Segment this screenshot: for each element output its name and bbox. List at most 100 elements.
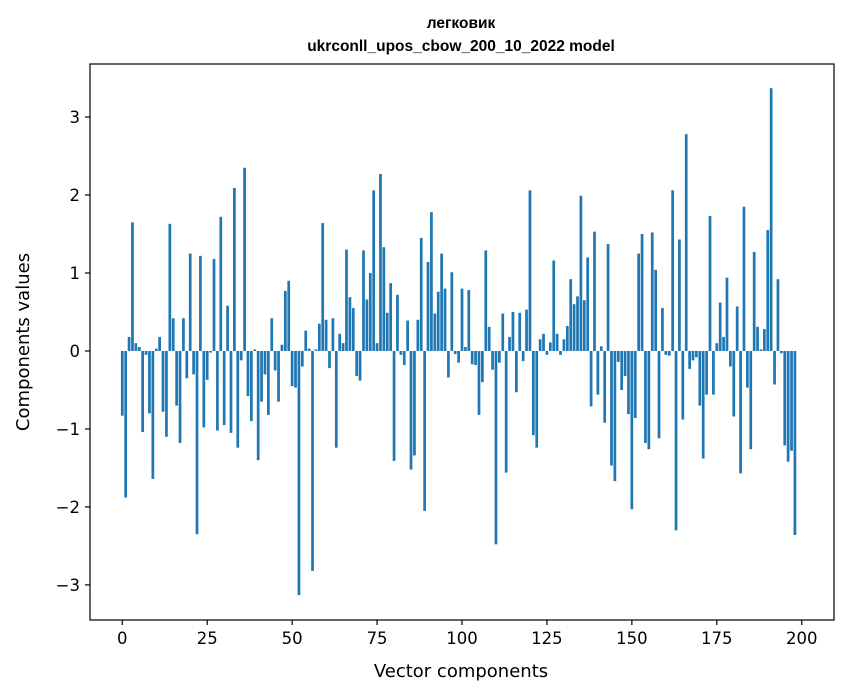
bar-component-54	[304, 330, 308, 351]
bar-component-196	[786, 350, 790, 462]
bar-component-177	[722, 336, 725, 351]
bar-component-87	[416, 319, 420, 351]
bar-component-21	[192, 350, 195, 375]
bar-component-190	[766, 230, 770, 351]
bar-component-111	[498, 350, 501, 363]
y-tick-label: −3	[56, 576, 80, 595]
bar-component-52	[297, 350, 301, 596]
bar-component-103	[470, 350, 474, 365]
bar-component-98	[453, 350, 457, 355]
bar-component-13	[165, 350, 168, 437]
bar-component-149	[627, 350, 630, 415]
bar-component-18	[182, 318, 185, 351]
bar-component-102	[467, 290, 471, 351]
bar-component-130	[562, 339, 566, 351]
bar-component-131	[565, 326, 569, 351]
bar-component-192	[773, 350, 776, 385]
bar-component-11	[158, 336, 161, 351]
bar-component-93	[436, 291, 440, 351]
bar-component-44	[270, 318, 274, 351]
x-tick-label: 50	[282, 629, 303, 648]
bar-component-166	[684, 134, 688, 351]
bar-component-164	[678, 239, 681, 351]
bar-component-110	[494, 350, 498, 545]
bar-component-34	[236, 350, 240, 448]
bar-component-27	[212, 258, 216, 351]
bar-component-28	[216, 350, 219, 431]
bar-component-96	[447, 350, 450, 378]
bar-component-85	[409, 350, 413, 470]
bar-series	[120, 88, 797, 596]
bar-component-144	[610, 350, 613, 466]
bar-component-7	[144, 350, 148, 355]
bar-component-129	[559, 350, 562, 355]
bar-component-191	[769, 88, 773, 351]
bar-component-161	[667, 350, 671, 356]
chart-title-line-2: ukrconll_upos_cbow_200_10_2022 model	[307, 38, 615, 55]
bar-component-118	[521, 350, 525, 362]
bar-component-127	[552, 260, 556, 351]
bar-component-135	[579, 195, 583, 351]
bar-component-66	[345, 249, 348, 351]
bar-component-16	[175, 350, 178, 406]
bar-component-69	[355, 350, 359, 376]
bar-component-142	[603, 350, 607, 423]
bar-component-86	[413, 350, 416, 456]
bar-component-151	[633, 350, 637, 419]
bar-component-46	[277, 350, 280, 402]
bar-component-24	[202, 350, 206, 428]
bar-component-63	[334, 350, 338, 448]
bar-component-140	[596, 350, 600, 395]
x-tick-label: 0	[117, 629, 128, 648]
bar-component-150	[630, 350, 634, 510]
bar-component-72	[365, 299, 369, 351]
bar-component-153	[640, 234, 644, 351]
bar-component-49	[287, 280, 291, 351]
bar-component-168	[691, 350, 695, 361]
bar-component-158	[657, 350, 661, 439]
bar-component-107	[484, 250, 488, 351]
bar-component-80	[392, 350, 396, 461]
bar-component-154	[644, 350, 647, 443]
bar-component-175	[715, 343, 719, 351]
y-tick-label: −1	[56, 420, 80, 439]
bar-component-182	[739, 350, 742, 474]
bar-component-25	[205, 350, 209, 380]
bar-component-58	[317, 323, 321, 351]
bar-component-48	[283, 290, 287, 351]
bar-component-64	[338, 333, 342, 351]
bar-component-156	[650, 232, 654, 351]
bar-component-167	[688, 350, 691, 369]
bar-component-33	[233, 187, 236, 351]
bar-component-141	[599, 346, 603, 351]
bar-component-169	[695, 350, 698, 358]
bar-component-171	[701, 350, 705, 459]
bar-component-36	[243, 167, 246, 351]
chart-title-line-1: легковик	[427, 15, 496, 32]
bar-component-8	[148, 350, 151, 414]
bar-component-45	[273, 350, 277, 371]
bar-component-20	[188, 253, 192, 351]
bar-component-115	[511, 311, 515, 351]
bar-component-183	[742, 206, 746, 351]
bar-component-137	[586, 257, 590, 351]
bar-component-188	[759, 349, 763, 351]
bar-component-170	[698, 350, 702, 406]
bar-component-139	[593, 231, 596, 351]
bar-component-173	[708, 216, 712, 351]
bar-component-197	[790, 350, 793, 451]
y-tick-label: 3	[70, 108, 81, 127]
y-tick-label: 0	[70, 342, 81, 361]
bar-component-53	[300, 350, 304, 367]
bar-component-163	[674, 350, 678, 531]
bar-component-6	[141, 350, 145, 433]
bar-component-82	[399, 350, 403, 355]
bar-component-89	[423, 350, 426, 511]
bar-component-29	[219, 216, 223, 351]
bar-component-39	[253, 349, 257, 351]
bar-component-152	[637, 253, 641, 351]
plot-frame	[89, 63, 835, 621]
bar-component-71	[362, 250, 365, 351]
bar-component-114	[508, 336, 511, 351]
